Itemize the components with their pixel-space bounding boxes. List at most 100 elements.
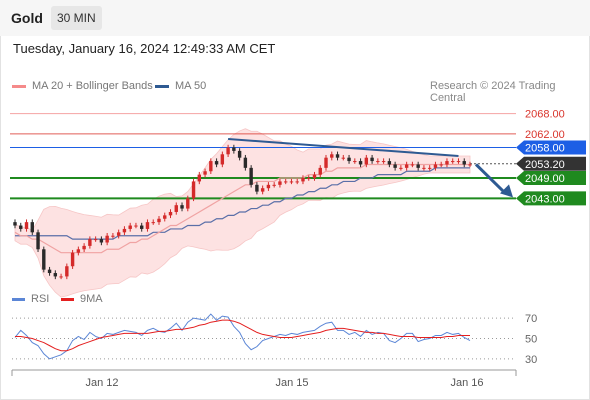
- candle: [439, 161, 443, 168]
- candle: [180, 202, 184, 212]
- candle: [462, 158, 466, 168]
- rsi-tick-50: 50: [525, 334, 537, 346]
- legend-ma50: MA 50: [155, 80, 206, 92]
- candle: [278, 178, 282, 188]
- trend-line: [228, 138, 459, 157]
- candle-body: [24, 222, 29, 229]
- timeframe-badge[interactable]: 30 MIN: [51, 6, 102, 30]
- candle: [295, 178, 299, 185]
- candle: [283, 178, 288, 185]
- candle-body: [416, 164, 420, 168]
- tag-2053.20-bg: [516, 156, 586, 171]
- candle: [364, 154, 369, 168]
- candle-body: [163, 215, 167, 219]
- candle-body: [42, 249, 46, 270]
- candle: [134, 222, 138, 229]
- rsi-tick-70: 70: [525, 313, 537, 325]
- candle-body: [266, 184, 271, 189]
- candle-body: [237, 150, 242, 158]
- candle-body: [128, 225, 132, 229]
- research-credit: Research © 2024 Trading Central: [430, 80, 556, 104]
- candle-body: [399, 167, 403, 169]
- candle: [197, 171, 202, 185]
- candle-body: [197, 174, 202, 182]
- candle: [116, 229, 121, 239]
- timestamp: Tuesday, January 16, 2024 12:49:33 AM CE…: [13, 41, 276, 56]
- candle: [157, 216, 161, 225]
- projection-arrow: [474, 163, 507, 195]
- candle: [209, 158, 213, 174]
- candle: [468, 161, 472, 168]
- candle-body: [341, 157, 345, 159]
- candle: [335, 151, 340, 161]
- legend-9ma: 9MA: [61, 293, 103, 305]
- bollinger-band: [14, 128, 471, 298]
- ma20-swatch: [12, 84, 26, 88]
- candle-body: [404, 164, 409, 168]
- candle-body: [272, 184, 276, 186]
- candle: [163, 212, 167, 222]
- candle-body: [347, 157, 351, 162]
- candle-body: [99, 239, 104, 243]
- candle-body: [468, 164, 472, 166]
- candle-body: [53, 273, 58, 277]
- candle-body: [255, 184, 259, 192]
- candle: [249, 165, 253, 188]
- candle-body: [330, 154, 334, 158]
- candle: [393, 161, 397, 171]
- candle: [65, 263, 69, 280]
- candle-body: [462, 161, 466, 165]
- candle-body: [203, 171, 207, 175]
- candle: [399, 165, 403, 171]
- candle: [19, 222, 23, 232]
- candle-body: [376, 161, 380, 163]
- candle: [416, 161, 420, 171]
- candle: [307, 175, 311, 181]
- candle-body: [387, 161, 392, 165]
- candle-body: [260, 188, 265, 192]
- candle: [376, 158, 380, 164]
- projection-arrowhead: [500, 184, 513, 198]
- ma9-swatch: [61, 297, 74, 301]
- candle: [456, 158, 461, 164]
- candle: [260, 185, 265, 195]
- candle-body: [278, 181, 282, 185]
- candle-body: [59, 276, 63, 278]
- candle-body: [191, 181, 196, 199]
- tag-2068.00-text: 2068.00: [525, 109, 565, 121]
- candle: [203, 168, 207, 178]
- candle-body: [70, 252, 75, 267]
- tag-2043.00-text: 2043.00: [525, 193, 565, 205]
- candle-body: [433, 164, 438, 168]
- candle: [404, 161, 409, 171]
- candle-body: [93, 239, 98, 241]
- candle-body: [243, 157, 248, 168]
- tag-2058.00-bg: [516, 140, 586, 155]
- candle-body: [105, 235, 109, 243]
- tag-2053.20-text: 2053.20: [525, 159, 565, 171]
- candle-body: [116, 232, 121, 236]
- candle: [358, 158, 363, 168]
- tag-2049.00-text: 2049.00: [525, 173, 565, 185]
- candle: [145, 219, 150, 232]
- candle: [140, 222, 144, 232]
- candle: [105, 233, 109, 246]
- candle: [53, 270, 58, 280]
- candle-body: [249, 167, 253, 185]
- candle: [151, 219, 155, 225]
- candle: [433, 161, 438, 171]
- candle: [99, 236, 104, 246]
- candle-body: [111, 235, 115, 237]
- candle: [422, 165, 426, 171]
- candle: [445, 158, 449, 168]
- candle-body: [307, 178, 311, 180]
- candle: [174, 202, 178, 215]
- instrument-title: Gold: [11, 10, 43, 26]
- candle-body: [134, 225, 138, 227]
- candle: [226, 144, 230, 157]
- candle: [255, 182, 259, 195]
- tag-2043.00-bg: [516, 191, 586, 206]
- candle: [191, 178, 196, 202]
- candle-body: [393, 164, 397, 168]
- candle-body: [283, 181, 288, 183]
